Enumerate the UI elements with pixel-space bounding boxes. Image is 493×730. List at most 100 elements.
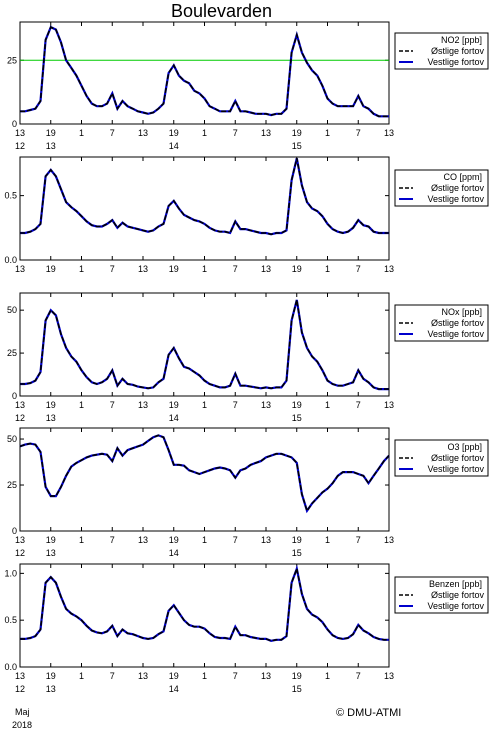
date-label: 13	[46, 141, 56, 151]
legend-label: Vestlige fortov	[427, 194, 484, 204]
x-tick-label: 7	[233, 535, 238, 545]
x-tick-label: 13	[384, 671, 394, 681]
legend-label: Østlige fortov	[431, 590, 485, 600]
y-tick-label: 0	[12, 391, 17, 401]
x-tick-label: 1	[202, 400, 207, 410]
x-tick-label: 19	[46, 535, 56, 545]
legend-title: Benzen [ppb]	[429, 579, 482, 589]
x-tick-label: 19	[169, 400, 179, 410]
y-tick-label: 0.5	[4, 615, 17, 625]
legend-label: Østlige fortov	[431, 453, 485, 463]
series-line-vestlige	[20, 25, 389, 118]
x-tick-label: 13	[384, 535, 394, 545]
y-tick-label: 0	[12, 526, 17, 536]
plot-frame	[19, 427, 390, 532]
x-tick-label: 13	[15, 128, 25, 138]
y-tick-label: 0.0	[4, 255, 17, 265]
x-tick-label: 19	[292, 671, 302, 681]
x-tick-label: 13	[138, 400, 148, 410]
x-tick-label: 13	[138, 128, 148, 138]
x-tick-label: 13	[138, 264, 148, 274]
x-tick-label: 7	[110, 671, 115, 681]
x-tick-label: 13	[261, 535, 271, 545]
x-tick-label: 7	[110, 400, 115, 410]
series-line-vestlige	[20, 158, 389, 236]
legend-label: Østlige fortov	[431, 183, 485, 193]
x-tick-label: 19	[46, 128, 56, 138]
footer-year: 2018	[12, 720, 33, 730]
x-tick-label: 7	[233, 264, 238, 274]
legend-title: NO2 [ppb]	[441, 35, 482, 45]
x-tick-label: 19	[169, 128, 179, 138]
x-tick-label: 7	[110, 535, 115, 545]
legend-box	[394, 304, 489, 342]
x-tick-label: 7	[356, 128, 361, 138]
x-tick-label: 1	[325, 400, 330, 410]
x-tick-label: 1	[325, 264, 330, 274]
legend-label: Vestlige fortov	[427, 57, 484, 67]
date-label: 14	[169, 548, 179, 558]
date-label: 13	[46, 413, 56, 423]
date-label: 15	[292, 141, 302, 151]
x-tick-label: 7	[356, 400, 361, 410]
x-tick-label: 7	[356, 535, 361, 545]
date-label: 15	[292, 548, 302, 558]
y-tick-label: 0.5	[4, 191, 17, 201]
x-tick-label: 19	[169, 264, 179, 274]
footer-copyright: © DMU-ATMI	[336, 707, 402, 719]
x-tick-label: 13	[384, 128, 394, 138]
x-tick-label: 7	[356, 264, 361, 274]
x-tick-label: 1	[79, 535, 84, 545]
series-line-ostlige	[20, 158, 389, 236]
x-tick-label: 1	[325, 535, 330, 545]
x-tick-label: 19	[46, 264, 56, 274]
legend-title: CO [ppm]	[443, 172, 482, 182]
x-tick-label: 13	[261, 264, 271, 274]
legend-title: O3 [ppb]	[447, 442, 482, 452]
x-tick-label: 19	[46, 400, 56, 410]
date-label: 12	[15, 413, 25, 423]
x-tick-label: 7	[110, 128, 115, 138]
x-tick-label: 13	[15, 671, 25, 681]
x-tick-label: 7	[233, 671, 238, 681]
legend-label: Østlige fortov	[431, 318, 485, 328]
x-tick-label: 13	[261, 671, 271, 681]
x-tick-label: 13	[261, 128, 271, 138]
x-tick-label: 1	[325, 128, 330, 138]
y-tick-label: 1.0	[4, 568, 17, 578]
date-label: 13	[46, 684, 56, 694]
date-label: 15	[292, 413, 302, 423]
x-tick-label: 13	[15, 400, 25, 410]
y-tick-label: 0	[12, 119, 17, 129]
plot-frame	[19, 156, 390, 261]
x-tick-label: 7	[233, 128, 238, 138]
x-tick-label: 7	[233, 400, 238, 410]
x-tick-label: 1	[325, 671, 330, 681]
x-tick-label: 19	[169, 671, 179, 681]
series-line-vestlige	[19, 434, 390, 514]
x-tick-label: 1	[79, 264, 84, 274]
y-tick-label: 50	[7, 305, 17, 315]
x-tick-label: 13	[15, 535, 25, 545]
date-label: 12	[15, 684, 25, 694]
x-tick-label: 1	[202, 535, 207, 545]
date-label: 12	[15, 548, 25, 558]
x-tick-label: 1	[202, 264, 207, 274]
page-title: Boulevarden	[170, 1, 273, 21]
x-tick-label: 19	[292, 128, 302, 138]
y-tick-label: 0.0	[4, 662, 17, 672]
date-label: 14	[169, 413, 179, 423]
x-tick-label: 19	[46, 671, 56, 681]
x-tick-label: 1	[202, 671, 207, 681]
x-tick-label: 1	[79, 400, 84, 410]
series-line-ostlige	[19, 434, 390, 513]
x-tick-label: 7	[110, 264, 115, 274]
series-line-vestlige	[20, 564, 389, 642]
x-tick-label: 19	[169, 535, 179, 545]
x-tick-label: 19	[292, 535, 302, 545]
legend-label: Vestlige fortov	[427, 464, 484, 474]
y-tick-label: 25	[7, 348, 17, 358]
x-tick-label: 13	[384, 264, 394, 274]
legend-label: Østlige fortov	[431, 46, 485, 56]
x-tick-label: 7	[356, 671, 361, 681]
